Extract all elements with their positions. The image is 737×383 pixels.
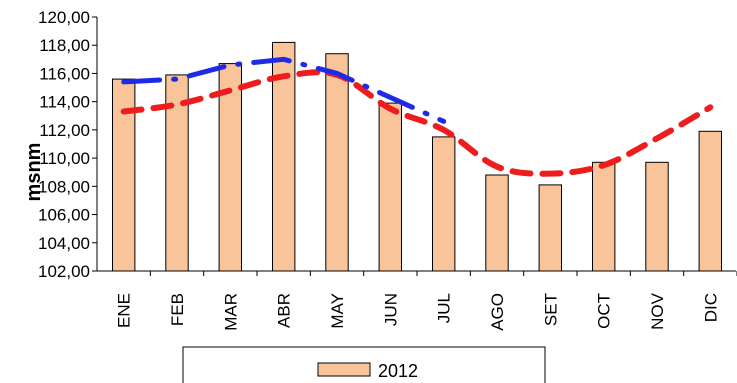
x-tick-label-mar: MAR (221, 293, 240, 331)
x-tick-label-nov: NOV (648, 292, 667, 330)
bar-dic (698, 130, 722, 272)
x-tick-label-ago: AGO (488, 293, 507, 331)
y-axis-label: msnm (23, 143, 45, 202)
legend: 2012 (182, 346, 546, 383)
y-tick-label: 110,00 (39, 149, 90, 168)
x-axis-ticks: ENE FEB MAR ABR MAY JUN JUL AGO SET OCT NOV DIC (115, 271, 737, 331)
y-tick-label: 108,00 (38, 177, 90, 196)
x-tick-label-feb: FEB (168, 293, 187, 326)
bar-jun (378, 102, 403, 272)
dashed-trend-line (120, 69, 714, 177)
x-tick-label-jul: JUL (435, 293, 454, 323)
x-tick-label-jun: JUN (381, 293, 400, 326)
bar-may (325, 53, 349, 272)
bar-oct (592, 161, 616, 272)
y-tick-label: 116,00 (39, 64, 90, 83)
y-axis-ticks: 102,00 104,00 106,00 108,00 110,00 112,00 114,… (38, 8, 97, 281)
y-tick-label: 118,00 (39, 36, 90, 55)
y-tick-label: 102,00 (38, 262, 90, 281)
bar-series (112, 41, 722, 272)
bar-jul (432, 136, 456, 272)
bar-set (538, 184, 562, 272)
y-tick-label: 106,00 (38, 206, 90, 225)
line-series (120, 56, 714, 177)
legend-label-2012: 2012 (378, 361, 418, 381)
x-tick-label-set: SET (541, 293, 560, 326)
x-tick-label-may: MAY (328, 293, 347, 329)
legend-swatch-2012 (317, 362, 371, 377)
x-tick-label-dic: DIC (701, 293, 720, 322)
bar-nov (645, 161, 669, 272)
y-tick-label: 104,00 (38, 234, 90, 253)
x-tick-label-abr: ABR (275, 293, 294, 328)
x-tick-label-ene: ENE (115, 293, 134, 328)
y-tick-label: 120,00 (38, 8, 90, 27)
x-tick-label-oct: OCT (595, 293, 614, 329)
y-tick-label: 112,00 (39, 121, 90, 140)
axes (96, 17, 736, 272)
bar-ago (485, 174, 509, 272)
y-tick-label: 114,00 (39, 93, 90, 112)
